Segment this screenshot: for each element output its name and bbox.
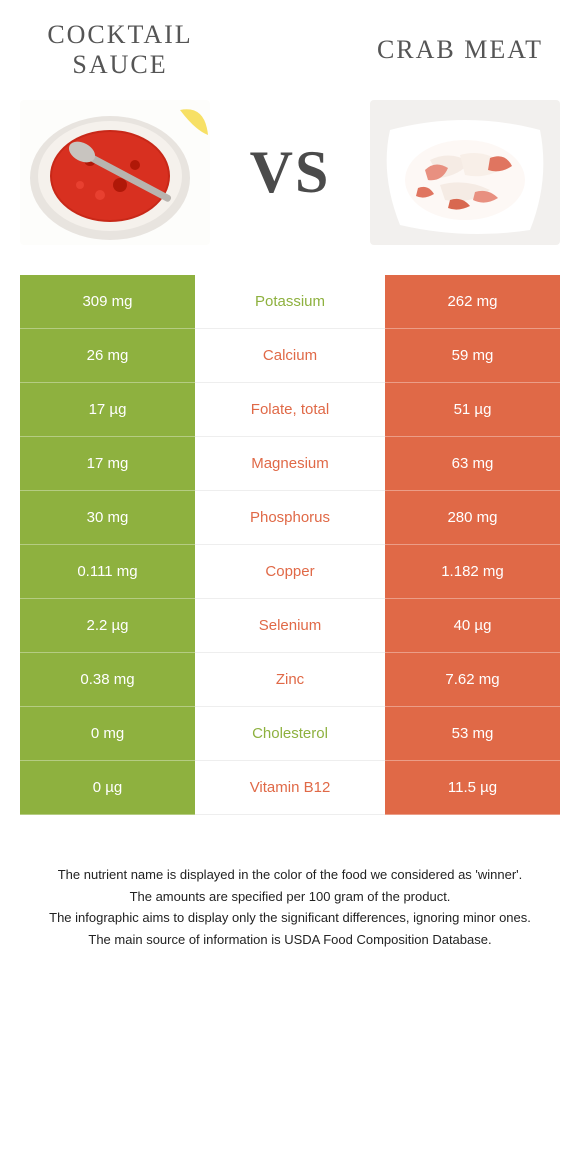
right-value: 1.182 mg <box>385 545 560 599</box>
left-value: 17 mg <box>20 437 195 491</box>
left-value: 0.38 mg <box>20 653 195 707</box>
left-value: 30 mg <box>20 491 195 545</box>
vs-label: VS <box>250 138 331 207</box>
footer-line-1: The nutrient name is displayed in the co… <box>30 865 550 885</box>
nutrient-row: 0 mgCholesterol53 mg <box>20 707 560 761</box>
nutrient-row: 30 mgPhosphorus280 mg <box>20 491 560 545</box>
right-value: 40 µg <box>385 599 560 653</box>
left-value: 0 µg <box>20 761 195 815</box>
right-value: 280 mg <box>385 491 560 545</box>
nutrient-name: Phosphorus <box>195 491 385 545</box>
left-food-image <box>20 100 210 245</box>
nutrient-name: Folate, total <box>195 383 385 437</box>
right-food-title: Crab Meat <box>360 35 560 65</box>
right-food-image <box>370 100 560 245</box>
footer-notes: The nutrient name is displayed in the co… <box>20 865 560 949</box>
left-value: 17 µg <box>20 383 195 437</box>
nutrient-table: 309 mgPotassium262 mg26 mgCalcium59 mg17… <box>20 275 560 815</box>
right-value: 59 mg <box>385 329 560 383</box>
nutrient-row: 26 mgCalcium59 mg <box>20 329 560 383</box>
footer-line-3: The infographic aims to display only the… <box>30 908 550 928</box>
food-images-row: VS <box>20 100 560 245</box>
right-value: 11.5 µg <box>385 761 560 815</box>
right-value: 51 µg <box>385 383 560 437</box>
nutrient-name: Vitamin B12 <box>195 761 385 815</box>
nutrient-name: Magnesium <box>195 437 385 491</box>
nutrient-row: 2.2 µgSelenium40 µg <box>20 599 560 653</box>
left-value: 309 mg <box>20 275 195 329</box>
nutrient-name: Cholesterol <box>195 707 385 761</box>
nutrient-row: 0 µgVitamin B1211.5 µg <box>20 761 560 815</box>
right-value: 262 mg <box>385 275 560 329</box>
left-value: 2.2 µg <box>20 599 195 653</box>
right-value: 7.62 mg <box>385 653 560 707</box>
nutrient-name: Calcium <box>195 329 385 383</box>
left-food-title: Cocktail Sauce <box>20 20 220 80</box>
footer-line-4: The main source of information is USDA F… <box>30 930 550 950</box>
left-value: 26 mg <box>20 329 195 383</box>
right-value: 63 mg <box>385 437 560 491</box>
nutrient-row: 309 mgPotassium262 mg <box>20 275 560 329</box>
right-value: 53 mg <box>385 707 560 761</box>
nutrient-name: Copper <box>195 545 385 599</box>
nutrient-row: 0.38 mgZinc7.62 mg <box>20 653 560 707</box>
nutrient-name: Potassium <box>195 275 385 329</box>
nutrient-row: 0.111 mgCopper1.182 mg <box>20 545 560 599</box>
left-value: 0.111 mg <box>20 545 195 599</box>
nutrient-name: Zinc <box>195 653 385 707</box>
nutrient-row: 17 mgMagnesium63 mg <box>20 437 560 491</box>
footer-line-2: The amounts are specified per 100 gram o… <box>30 887 550 907</box>
nutrient-name: Selenium <box>195 599 385 653</box>
left-value: 0 mg <box>20 707 195 761</box>
nutrient-row: 17 µgFolate, total51 µg <box>20 383 560 437</box>
header: Cocktail Sauce Crab Meat <box>20 20 560 80</box>
